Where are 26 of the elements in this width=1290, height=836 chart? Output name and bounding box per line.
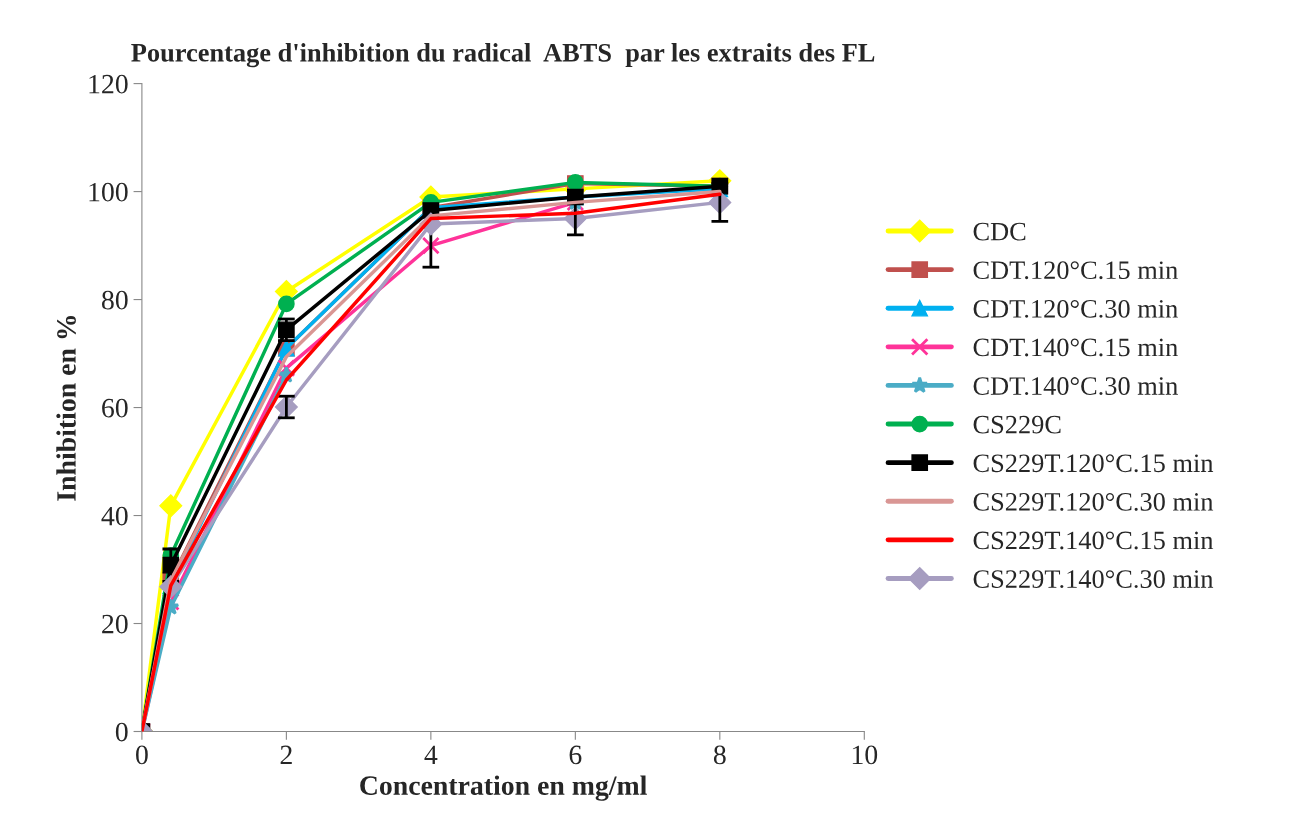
legend-label: CS229T.140°C.30 min — [973, 570, 1214, 589]
y-tick-label: 120 — [89, 74, 128, 94]
y-tick-label: 80 — [101, 290, 128, 310]
x-tick-label: 10 — [852, 745, 878, 765]
x-tick-label: 4 — [424, 745, 438, 764]
x-tick-label: 6 — [569, 745, 582, 765]
x-axis-title: Concentration en mg/ml — [360, 775, 647, 801]
legend-label: CDC — [973, 222, 1026, 241]
y-tick-label: 60 — [102, 398, 128, 418]
x-tick-label: 8 — [713, 745, 726, 765]
legend-label: CS229T.120°C.30 min — [973, 492, 1214, 511]
legend-label: CS229C — [973, 415, 1061, 434]
y-tick-label: 100 — [89, 182, 128, 202]
legend-label: CDT.140°C.30 min — [973, 377, 1178, 396]
y-tick-label: 0 — [115, 722, 128, 742]
y-tick-label: 40 — [101, 506, 128, 526]
legend-label: CDT.140°C.15 min — [973, 338, 1178, 357]
y-axis-title: Inhibition en % — [56, 315, 76, 501]
y-tick-label: 20 — [102, 614, 128, 634]
legend-label: CS229T.120°C.15 min — [973, 454, 1214, 473]
legend-label: CDT.120°C.15 min — [973, 261, 1178, 280]
legend-label: CS229T.140°C.15 min — [973, 531, 1214, 550]
chart-title: Pourcentage d'inhibition du radical ABTS par les extraits des FL — [131, 43, 875, 68]
x-tick-label: 2 — [280, 745, 292, 764]
x-tick-label: 0 — [136, 745, 148, 765]
legend-label: CDT.120°C.30 min — [973, 299, 1178, 318]
